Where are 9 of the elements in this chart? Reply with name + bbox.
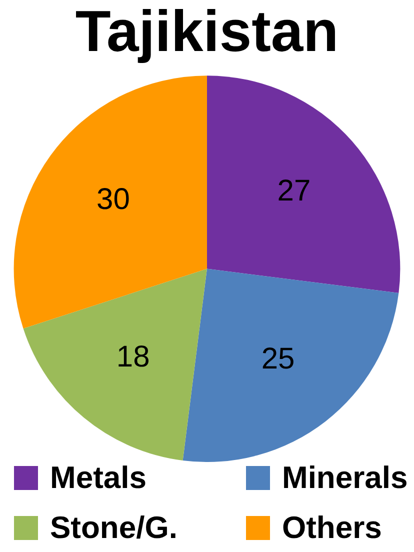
data-label: 25 — [261, 342, 295, 376]
legend-label: Minerals — [282, 460, 408, 496]
legend-label: Others — [282, 510, 382, 546]
data-label: 30 — [96, 182, 130, 216]
data-label: 18 — [116, 340, 150, 374]
chart-title: Tajikistan — [75, 0, 339, 64]
legend-label: Stone/G. — [50, 510, 178, 546]
data-label: 27 — [277, 174, 311, 208]
legend-label: Metals — [50, 460, 146, 496]
